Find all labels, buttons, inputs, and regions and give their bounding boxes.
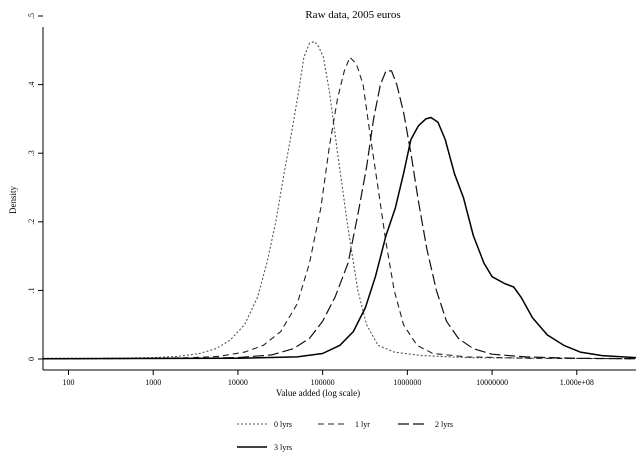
x-tick-label-5: 10000000: [476, 378, 508, 387]
x-tick-label-4: 1000000: [393, 378, 421, 387]
x-axis-label: Value added (log scale): [276, 388, 360, 398]
y-axis-label: Density: [8, 186, 18, 214]
y-tick-label-3: .3: [27, 150, 36, 156]
x-tick-label-3: 100000: [311, 378, 335, 387]
y-tick-label-1: .1: [27, 287, 36, 293]
plot-area: [42, 40, 636, 360]
legend-label-2: 2 lyrs: [435, 420, 453, 429]
y-tick-label-5: .5: [27, 13, 36, 19]
x-tick-label-0: 100: [63, 378, 75, 387]
x-tick-label-6: 1.000e+08: [560, 378, 594, 387]
legend-label-0: 0 lyrs: [274, 420, 292, 429]
y-tick-label-0: 0: [27, 357, 36, 361]
legend-label-1: 1 lyr: [355, 420, 370, 429]
chart-title: Raw data, 2005 euros: [305, 9, 400, 21]
series-line-3: [42, 116, 636, 360]
x-axis: 100 1000 10000 100000 1000000 10000000 1.000e+…: [43, 369, 636, 387]
y-tick-label-2: .2: [27, 219, 36, 225]
legend-label-3: 3 lyrs: [274, 443, 292, 452]
y-axis: 0 .1 .2 .3 .4 .5: [27, 13, 44, 370]
y-tick-label-4: .4: [27, 82, 36, 88]
x-tick-label-2: 10000: [228, 378, 248, 387]
series-line-1: [42, 56, 636, 360]
series-line-2: [42, 70, 636, 360]
x-tick-label-1: 1000: [145, 378, 161, 387]
legend: 0 lyrs 1 lyr 2 lyrs 3 lyrs: [237, 420, 453, 452]
